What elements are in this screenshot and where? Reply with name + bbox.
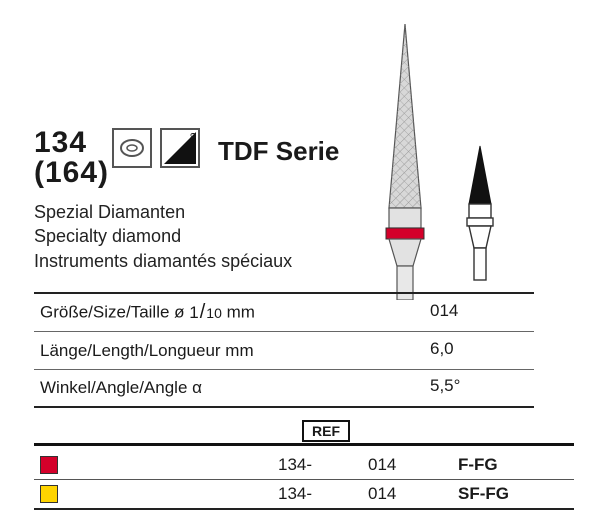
angle-alpha-label: α xyxy=(188,133,199,139)
ref-label: REF xyxy=(302,420,350,442)
spec-value: 014 xyxy=(424,301,494,325)
bur-illustration-small xyxy=(457,142,503,282)
subtitle-de: Spezial Diamanten xyxy=(34,200,292,224)
angle-icon: α xyxy=(160,128,200,168)
white-accent xyxy=(440,326,486,330)
spec-label: Länge/Length/Longueur mm xyxy=(34,341,424,361)
variant-size: 014 xyxy=(368,484,458,504)
shape-icon xyxy=(112,128,152,168)
product-code: 134 xyxy=(34,126,109,160)
spec-table: Größe/Size/Taille ø 1/10 mm 014 Länge/Le… xyxy=(34,292,534,408)
variant-size: 014 xyxy=(368,455,458,475)
variant-code: 134- xyxy=(278,455,368,475)
product-code-alt: (164) xyxy=(34,156,109,190)
variant-row: 134- 014 F-FG xyxy=(34,450,574,480)
spec-label-text: Größe/Size/Taille ø xyxy=(40,303,189,322)
spec-value: 5,5° xyxy=(424,376,494,400)
spec-label: Winkel/Angle/Angle α xyxy=(34,378,424,398)
variant-grit: SF-FG xyxy=(458,484,548,504)
white-accent xyxy=(440,364,486,368)
color-swatch xyxy=(40,485,58,503)
subtitle-fr: Instruments diamantés spéciaux xyxy=(34,249,292,273)
fraction: 1/10 xyxy=(189,301,222,324)
spec-label: Größe/Size/Taille ø 1/10 mm xyxy=(34,301,424,324)
series-title: TDF Serie xyxy=(218,136,339,167)
color-swatch xyxy=(40,456,58,474)
white-accent xyxy=(440,402,486,406)
variant-row: 134- 014 SF-FG xyxy=(34,480,574,510)
spec-value: 6,0 xyxy=(424,339,494,363)
ref-bar: REF xyxy=(34,420,574,446)
variant-table: 134- 014 F-FG 134- 014 SF-FG xyxy=(34,450,574,510)
spec-sheet: 134 (164) α TDF Serie Spezial Diamanten … xyxy=(0,0,596,524)
header-codes: 134 (164) xyxy=(34,126,109,190)
variant-code: 134- xyxy=(278,484,368,504)
bur-illustration-large xyxy=(370,20,440,300)
subtitle-en: Specialty diamond xyxy=(34,224,292,248)
subtitles: Spezial Diamanten Specialty diamond Inst… xyxy=(34,200,292,273)
variant-grit: F-FG xyxy=(458,455,548,475)
